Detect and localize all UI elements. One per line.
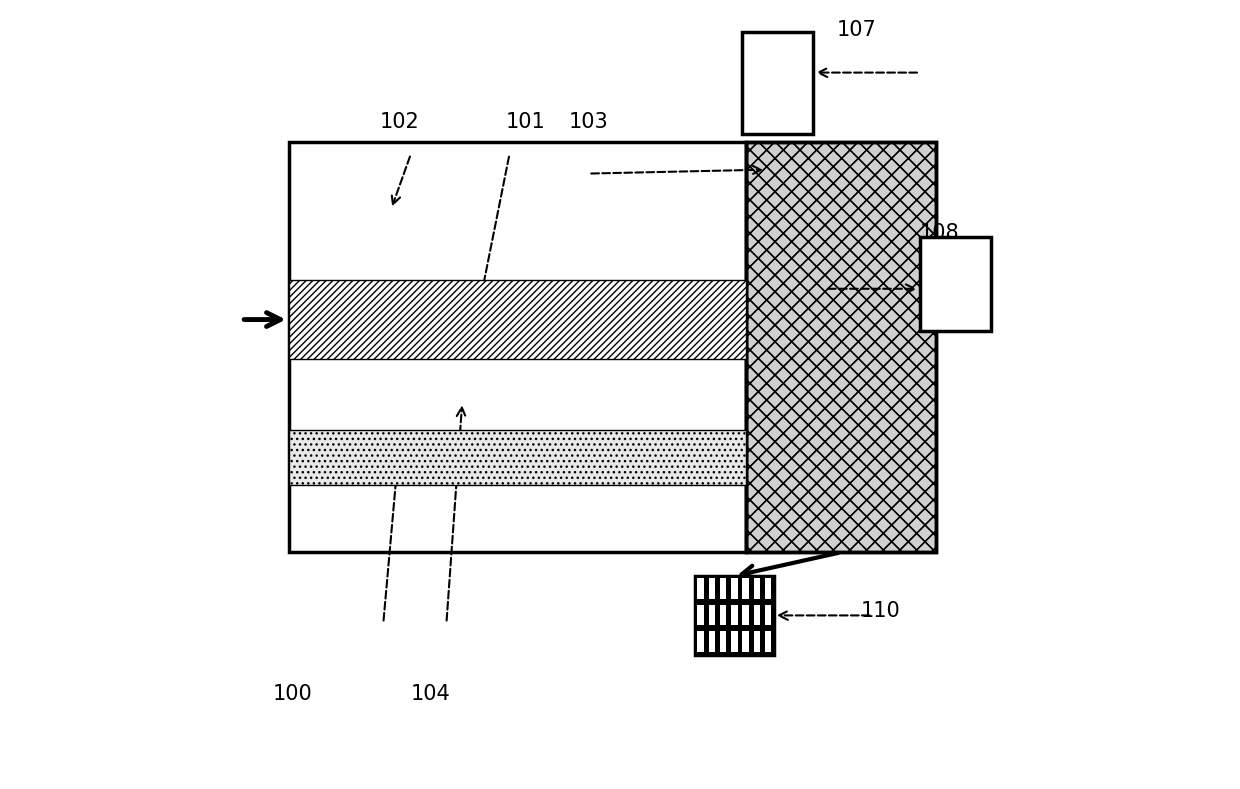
Text: 107: 107 — [837, 20, 877, 40]
Bar — [765, 631, 771, 652]
Bar — [743, 32, 813, 134]
Bar — [754, 578, 760, 599]
Bar — [708, 604, 715, 626]
Bar — [743, 631, 749, 652]
Bar — [289, 142, 746, 552]
Bar — [754, 604, 760, 626]
Bar — [920, 237, 991, 331]
Bar — [743, 578, 749, 599]
Bar — [746, 142, 936, 552]
Bar — [708, 578, 715, 599]
Bar — [746, 142, 936, 552]
Bar — [697, 631, 704, 652]
Bar — [765, 578, 771, 599]
Bar — [697, 604, 704, 626]
Text: 110: 110 — [861, 601, 900, 622]
Bar — [708, 631, 715, 652]
Text: 100: 100 — [273, 684, 312, 705]
Bar — [289, 280, 746, 359]
Bar — [754, 631, 760, 652]
Bar — [289, 430, 746, 485]
Bar — [697, 578, 704, 599]
Bar — [732, 578, 738, 599]
Text: 104: 104 — [410, 684, 450, 705]
Bar — [694, 576, 774, 655]
Bar — [746, 142, 936, 552]
Bar — [732, 631, 738, 652]
Bar — [720, 578, 727, 599]
Bar — [732, 604, 738, 626]
Bar — [720, 631, 727, 652]
Bar — [743, 604, 749, 626]
Text: 102: 102 — [379, 112, 419, 133]
Text: 101: 101 — [506, 112, 546, 133]
Bar — [720, 604, 727, 626]
Bar — [765, 604, 771, 626]
Text: 103: 103 — [569, 112, 609, 133]
Text: 108: 108 — [920, 222, 960, 243]
